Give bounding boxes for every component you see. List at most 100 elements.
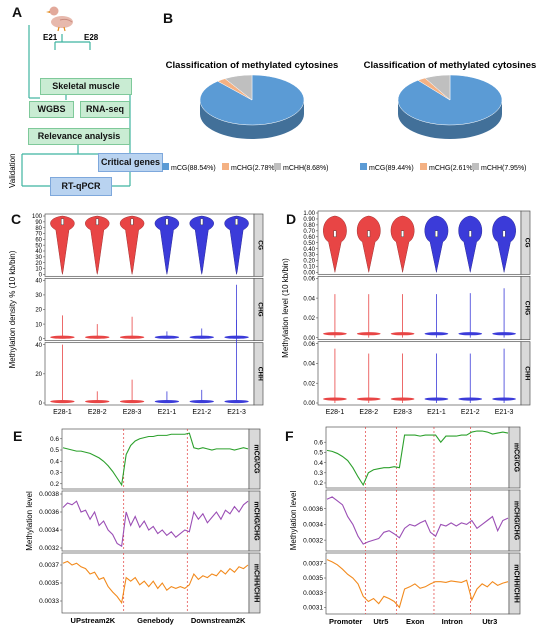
violin	[356, 294, 381, 338]
facet-strip-label: mCG/CG	[253, 444, 260, 474]
tick-label: 0.2	[50, 481, 59, 488]
violin	[390, 353, 415, 403]
tick-label: 0.00	[303, 271, 315, 277]
x-tick-label: E21-3	[227, 409, 246, 416]
violin-box	[468, 230, 472, 237]
tick-label: 60	[35, 238, 42, 244]
facet-strip	[248, 552, 261, 614]
series-line	[62, 432, 249, 487]
tick-label: 0.60	[303, 235, 315, 241]
violin-box	[333, 230, 337, 237]
violin-body	[189, 215, 214, 275]
tick-label: 0.0031	[303, 605, 323, 612]
x-tick-label: E28-3	[123, 409, 142, 416]
pie-slice	[224, 74, 253, 101]
violin	[390, 215, 415, 273]
violin-body	[390, 215, 415, 273]
tick-label: 100	[32, 214, 43, 220]
facet-mchg-chg: mCHG/CHG 0.0032 0.0034 0.0036 0.0038	[39, 490, 261, 552]
tick-label: 0.02	[303, 381, 315, 387]
legend-swatch	[162, 163, 169, 170]
violin	[356, 353, 381, 403]
tick-label: 40	[35, 249, 42, 255]
violin	[424, 215, 449, 273]
facet-frame	[325, 489, 510, 552]
violin-body	[85, 215, 110, 275]
violin-base	[119, 399, 145, 404]
tick-label: 0.06	[303, 342, 315, 348]
tick-label: 0.06	[303, 277, 315, 283]
validation-label: Validation	[8, 153, 17, 188]
tick-label: 0.0034	[303, 522, 323, 529]
violin-base	[356, 332, 381, 336]
tick-label: 0.5	[314, 450, 323, 457]
tick-label: 0.0034	[39, 527, 59, 534]
facet-strip	[508, 489, 521, 552]
tick-label: 0.0032	[303, 537, 323, 544]
tick-label: 0.90	[303, 217, 315, 223]
violin-base	[224, 399, 249, 404]
y-axis-label: Methylation level	[289, 490, 298, 550]
facet-strip-label: mCHH/CHH	[253, 564, 260, 603]
facet-strip-label: CHH	[524, 366, 531, 380]
x-tick-label: E28-3	[393, 409, 412, 416]
facet-strip-label: mCHH/CHH	[513, 564, 520, 603]
x-tick-label: E28-1	[326, 409, 345, 416]
facet-strip-label: CG	[524, 238, 531, 248]
violin-base	[85, 399, 110, 404]
violin	[50, 344, 75, 404]
violin	[458, 293, 483, 338]
tick-label: 20	[35, 308, 42, 314]
tick-label: 0.20	[303, 259, 315, 265]
lower-figures: Methylation density % (10 kb/bin)CG01020…	[8, 210, 531, 626]
tick-label: 0.0035	[303, 575, 323, 582]
facet-frame	[317, 210, 522, 275]
violin-box	[235, 218, 238, 226]
tick-label: 10	[35, 322, 42, 328]
series-line	[326, 430, 509, 487]
legend-label: mCHH(8.68%)	[283, 165, 329, 172]
wgbs-box: WGBS	[29, 101, 74, 118]
tick-label: 0.6	[50, 436, 59, 443]
facet-strip	[248, 428, 261, 490]
tick-label: 0.0033	[303, 590, 323, 597]
x-tick-label: E28-2	[88, 409, 107, 416]
series-line	[62, 560, 249, 605]
violin-base	[189, 399, 214, 404]
facet-frame	[317, 341, 522, 406]
pie-legend-item: mCG(88.54%)	[162, 163, 216, 172]
legend-label: mCG(88.54%)	[171, 165, 216, 172]
facet-strip	[253, 342, 264, 406]
violin-box	[95, 218, 99, 226]
tick-label: 0.70	[303, 229, 315, 235]
facet-strip	[253, 213, 264, 277]
tick-label: 0.6	[314, 439, 323, 446]
legend-swatch	[274, 163, 281, 170]
legend-swatch	[360, 163, 367, 170]
legend-label: mCHG(2.78%)	[231, 165, 277, 172]
x-region-label: Exon	[406, 617, 425, 626]
x-tick-label: E21-1	[158, 409, 177, 416]
tick-label: 70	[35, 232, 42, 238]
facet-frame	[44, 277, 255, 342]
x-region-label: UPstream2K	[71, 616, 116, 625]
violin-box	[435, 230, 438, 237]
series-line	[326, 559, 509, 609]
violin-body	[492, 215, 516, 273]
facet-strip-label: CHG	[524, 301, 531, 315]
x-region-label: Downstream2K	[191, 616, 246, 625]
tick-label: 0.0037	[303, 561, 323, 568]
pie-slice	[424, 74, 451, 101]
violin	[492, 288, 516, 338]
tick-label: 90	[35, 220, 42, 226]
violin	[492, 348, 516, 403]
x-tick-label: E28-2	[359, 409, 378, 416]
legend-swatch	[420, 163, 427, 170]
violin	[224, 319, 249, 404]
tick-label: 0.0036	[39, 509, 59, 516]
violin-base	[189, 335, 214, 339]
violin-body	[356, 215, 381, 273]
panel-label-e: E	[13, 428, 23, 444]
violin-base	[458, 397, 483, 401]
tick-label: 1.00	[303, 211, 315, 217]
